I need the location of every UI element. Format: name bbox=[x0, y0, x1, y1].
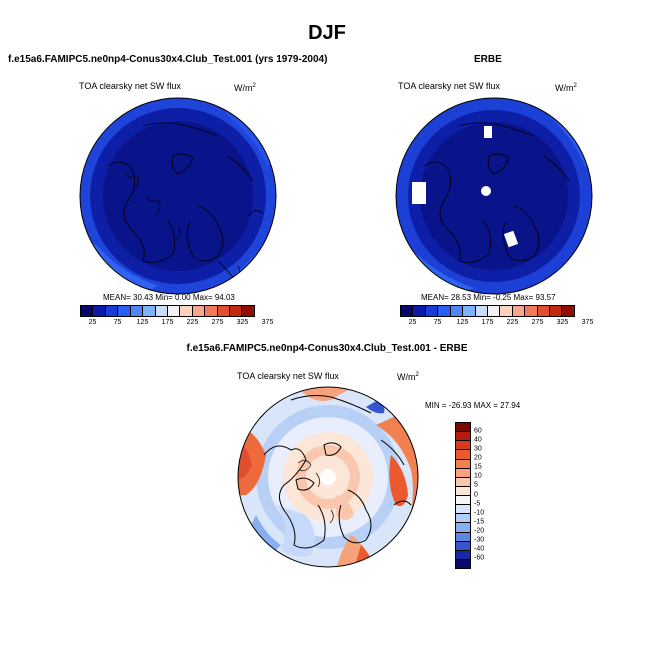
left-colorbar-tick-label: 175 bbox=[161, 319, 174, 326]
diff-colorbar-swatch bbox=[456, 468, 470, 478]
diff-colorbar-tick-label: -10 bbox=[474, 509, 485, 517]
left-colorbar-tick-label: 125 bbox=[136, 319, 149, 326]
diff-panel-units: W/m2 bbox=[397, 372, 419, 382]
right-colorbar-swatch bbox=[438, 306, 451, 316]
right-colorbar-swatch bbox=[512, 306, 526, 316]
diff-colorbar-swatch bbox=[456, 514, 470, 524]
left-colorbar: 25 75 125 175 225 275 325 375 bbox=[80, 305, 273, 329]
left-colorbar-swatch bbox=[205, 306, 218, 316]
diff-colorbar-tick-label: 10 bbox=[474, 472, 482, 480]
left-colorbar-tick-label: 75 bbox=[113, 319, 122, 326]
diff-colorbar-swatch bbox=[456, 477, 470, 487]
left-panel-stats: MEAN= 30.43 Min= 0.00 Max= 94.03 bbox=[103, 293, 235, 302]
left-colorbar-swatch bbox=[143, 306, 156, 316]
right-colorbar-swatch bbox=[525, 306, 538, 316]
diff-colorbar-tick-label: 20 bbox=[474, 454, 482, 462]
diff-panel-label: TOA clearsky net SW flux bbox=[237, 371, 339, 381]
right-colorbar-swatch bbox=[475, 306, 488, 316]
right-colorbar-swatch bbox=[413, 306, 426, 316]
diff-colorbar-swatch bbox=[456, 541, 470, 551]
diff-colorbar-swatch bbox=[456, 550, 470, 560]
left-colorbar-tick-label: 225 bbox=[186, 319, 199, 326]
diff-colorbar-swatch bbox=[456, 532, 470, 542]
left-colorbar-swatch bbox=[130, 306, 144, 316]
diff-colorbar-swatch bbox=[456, 496, 470, 506]
difference-polar-map bbox=[237, 386, 419, 568]
diff-colorbar-tick-label: 5 bbox=[474, 481, 478, 489]
left-colorbar-tick-label: 25 bbox=[88, 319, 97, 326]
diff-colorbar-tick-label: -5 bbox=[474, 500, 481, 508]
diff-colorbar-tick-label: -40 bbox=[474, 545, 485, 553]
right-colorbar-swatch bbox=[401, 306, 414, 316]
diff-colorbar-swatch bbox=[456, 441, 470, 451]
diff-colorbar-labels: 60 40 30 20 15 10 5 0 -5 -10 -15 -20 -30 -40 -60 bbox=[474, 422, 514, 567]
diff-colorbar-tick-label: 0 bbox=[474, 491, 478, 498]
right-colorbar-tick-label: 75 bbox=[433, 319, 442, 326]
diff-panel-stats: MIN = -26.93 MAX = 27.94 bbox=[425, 401, 521, 410]
left-colorbar-swatch bbox=[118, 306, 131, 316]
right-colorbar-tick-label: 375 bbox=[581, 319, 594, 326]
right-colorbar-tick-label: 25 bbox=[408, 319, 417, 326]
right-colorbar-swatch bbox=[450, 306, 464, 316]
right-colorbar-tick-label: 275 bbox=[531, 319, 544, 326]
right-colorbar-tick-label: 325 bbox=[556, 319, 569, 326]
left-colorbar-swatch bbox=[217, 306, 231, 316]
diff-colorbar-tick-label: 60 bbox=[474, 427, 482, 435]
right-colorbar-tick-label: 225 bbox=[506, 319, 519, 326]
right-colorbar-swatch bbox=[425, 306, 439, 316]
diff-colorbar-swatch bbox=[456, 423, 470, 433]
left-colorbar-swatch bbox=[242, 306, 254, 316]
right-colorbar: 25 75 125 175 225 275 325 375 bbox=[400, 305, 593, 329]
diff-colorbar-tick-label: 40 bbox=[474, 436, 482, 444]
left-colorbar-swatch bbox=[105, 306, 119, 316]
right-panel-stats: MEAN= 28.53 Min= -0.25 Max= 93.57 bbox=[421, 293, 556, 302]
diff-colorbar-tick-label: -30 bbox=[474, 536, 485, 544]
diff-colorbar-swatch bbox=[456, 486, 470, 496]
left-colorbar-swatch bbox=[155, 306, 168, 316]
left-colorbar-tick-label: 325 bbox=[236, 319, 249, 326]
right-colorbar-swatch bbox=[550, 306, 563, 316]
diff-colorbar-tick-label: -15 bbox=[474, 518, 485, 526]
diff-colorbar-tick-label: 30 bbox=[474, 445, 482, 453]
diff-colorbar-swatch bbox=[456, 523, 470, 533]
left-colorbar-tick-label: 275 bbox=[211, 319, 224, 326]
right-colorbar-swatch bbox=[487, 306, 501, 316]
diff-colorbar-tick-label: 15 bbox=[474, 463, 482, 471]
left-polar-map bbox=[79, 97, 277, 295]
diff-colorbar-swatch bbox=[456, 450, 470, 460]
right-panel-units: W/m2 bbox=[555, 83, 577, 93]
diff-colorbar-swatch bbox=[456, 459, 470, 469]
right-colorbar-swatch bbox=[537, 306, 551, 316]
left-colorbar-swatch bbox=[93, 306, 106, 316]
right-colorbar-tick-label: 175 bbox=[481, 319, 494, 326]
diff-colorbar-swatch bbox=[456, 505, 470, 515]
right-colorbar-swatch bbox=[562, 306, 574, 316]
right-colorbar-swatch bbox=[500, 306, 513, 316]
left-colorbar-swatch bbox=[230, 306, 243, 316]
right-panel-title: ERBE bbox=[474, 54, 502, 65]
left-colorbar-swatch bbox=[192, 306, 206, 316]
diff-colorbar-swatch bbox=[456, 559, 470, 568]
diff-panel-title: f.e15a6.FAMIPC5.ne0np4-Conus30x4.Club_Te… bbox=[186, 343, 468, 354]
left-panel-units: W/m2 bbox=[234, 83, 256, 93]
diff-colorbar-tick-label: -20 bbox=[474, 527, 485, 535]
left-colorbar-tick-label: 375 bbox=[261, 319, 274, 326]
left-colorbar-swatch bbox=[167, 306, 181, 316]
page-title: DJF bbox=[308, 22, 346, 44]
diff-colorbar-swatch bbox=[456, 432, 470, 442]
left-colorbar-swatch bbox=[180, 306, 193, 316]
diff-colorbar bbox=[455, 422, 471, 569]
right-colorbar-swatch bbox=[463, 306, 476, 316]
diff-colorbar-tick-label: -60 bbox=[474, 554, 485, 562]
right-colorbar-tick-label: 125 bbox=[456, 319, 469, 326]
left-panel-title: f.e15a6.FAMIPC5.ne0np4-Conus30x4.Club_Te… bbox=[8, 54, 328, 65]
right-polar-map bbox=[395, 97, 593, 295]
right-panel-label: TOA clearsky net SW flux bbox=[398, 81, 500, 91]
left-panel-label: TOA clearsky net SW flux bbox=[79, 81, 181, 91]
left-colorbar-swatch bbox=[81, 306, 94, 316]
